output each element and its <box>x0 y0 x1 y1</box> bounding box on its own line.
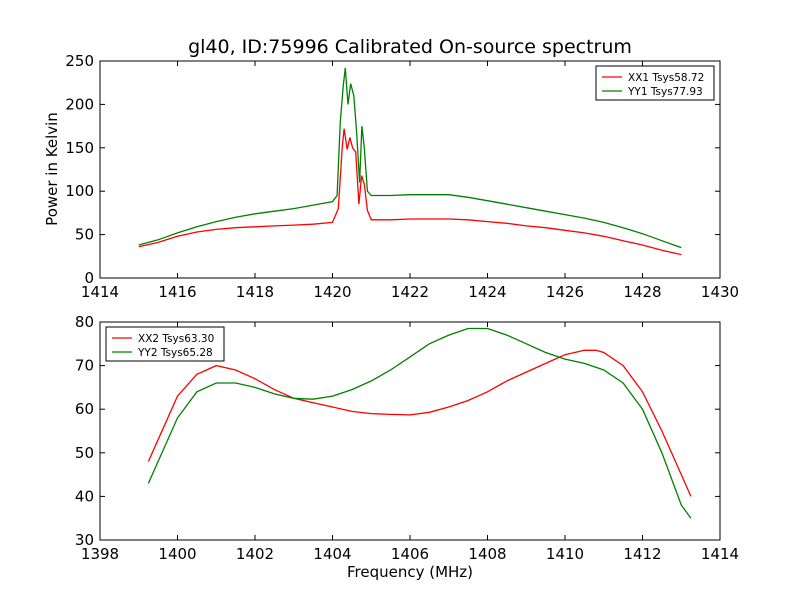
x-tick-label: 1402 <box>236 545 274 563</box>
y-tick-label: 60 <box>75 400 94 418</box>
legend-box <box>595 65 715 101</box>
y-tick-label: 40 <box>75 487 94 505</box>
x-tick-label: 1430 <box>701 283 739 301</box>
y-tick-label: 250 <box>65 52 94 70</box>
legend-label: YY1 Tsys77.93 <box>627 86 703 98</box>
x-tick-label: 1426 <box>546 283 584 301</box>
y-tick-label: 70 <box>75 357 94 375</box>
x-tick-label: 1428 <box>623 283 661 301</box>
y-tick-label: 150 <box>65 139 94 157</box>
y-tick-label: 0 <box>84 269 94 287</box>
y-tick-label: 100 <box>65 182 94 200</box>
chart-title: gl40, ID:75996 Calibrated On-source spec… <box>188 36 632 58</box>
x-tick-label: 1408 <box>468 545 506 563</box>
x-tick-label: 1418 <box>236 283 274 301</box>
bottom-x-axis-label: Frequency (MHz) <box>347 563 473 581</box>
series-line <box>147 349 692 497</box>
legend-box <box>105 326 225 362</box>
legend: XX1 Tsys58.72 YY1 Tsys77.93 <box>595 65 715 101</box>
y-tick-label: 50 <box>75 444 94 462</box>
x-tick-label: 1410 <box>546 545 584 563</box>
series-line <box>138 128 682 256</box>
x-tick-label: 1404 <box>313 545 351 563</box>
series-line <box>138 67 682 249</box>
x-tick-label: 1398 <box>81 545 119 563</box>
x-tick-label: 1412 <box>623 545 661 563</box>
top-y-axis-label: Power in Kelvin <box>43 112 61 226</box>
top-plot-panel: Power in Kelvin 1414 1416 1418 1420 1422 1424… <box>43 52 739 301</box>
x-tick-label: 1414 <box>81 283 119 301</box>
x-tick-label: 1414 <box>701 545 739 563</box>
y-tick-label: 80 <box>75 313 94 331</box>
x-tick-label: 1422 <box>391 283 429 301</box>
x-tick-label: 1406 <box>391 545 429 563</box>
y-tick-label: 50 <box>75 226 94 244</box>
legend-label: XX2 Tsys63.30 <box>138 333 214 345</box>
y-tick-label: 30 <box>75 531 94 549</box>
x-tick-label: 1424 <box>468 283 506 301</box>
x-tick-label: 1416 <box>158 283 196 301</box>
x-tick-label: 1420 <box>313 283 351 301</box>
legend-label: XX1 Tsys58.72 <box>628 72 704 84</box>
legend: XX2 Tsys63.30 YY2 Tsys65.28 <box>105 326 225 362</box>
series-line <box>147 327 692 519</box>
x-tick-label: 1400 <box>158 545 196 563</box>
y-tick-label: 200 <box>65 95 94 113</box>
bottom-plot-panel: Frequency (MHz) 1398 1400 1402 1404 1406 1408… <box>75 313 739 581</box>
legend-label: YY2 Tsys65.28 <box>137 347 213 359</box>
